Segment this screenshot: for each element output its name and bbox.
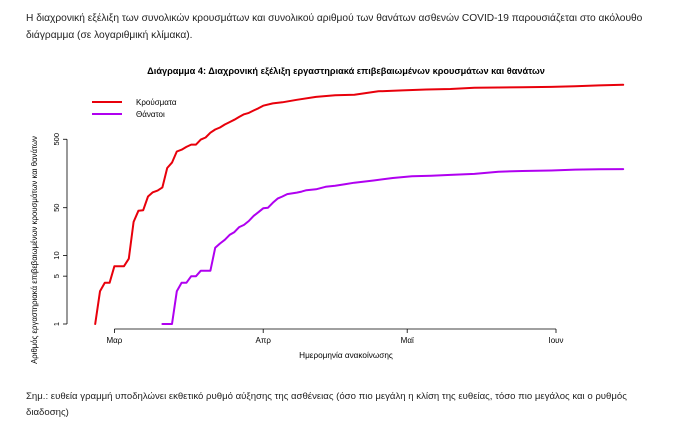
chart-axes: Μαρ Απρ Μαϊ Ιουν 1 5 10 50 500 — [52, 133, 564, 345]
y-tick-label: 5 — [52, 274, 61, 278]
x-tick-label: Ιουν — [548, 336, 563, 345]
y-axis-label: Αριθμός εργαστηριακά επιβεβαιωμένων κρου… — [30, 136, 39, 364]
y-tick-label: 50 — [52, 204, 61, 212]
x-axis-label: Ημερομηνία ανακοίνωσης — [299, 351, 393, 360]
legend-label-deaths: Θάνατοι — [136, 110, 165, 119]
series-line-deaths — [161, 168, 625, 325]
x-tick-label: Μαϊ — [401, 336, 414, 345]
cases-deaths-chart: Διάγραμμα 4: Διαχρονική εξέλιξη εργαστηρ… — [30, 66, 625, 364]
legend-label-cases: Κρούσματα — [136, 98, 177, 107]
x-tick-label: Απρ — [255, 336, 271, 345]
x-tick-label: Μαρ — [106, 336, 122, 345]
intro-paragraph: Η διαχρονική εξέλιξη των συνολικών κρουσ… — [26, 13, 643, 41]
chart-legend: Κρούσματα Θάνατοι — [92, 98, 177, 119]
y-tick-label: 1 — [52, 322, 61, 326]
y-tick-label: 10 — [52, 251, 61, 259]
chart-title: Διάγραμμα 4: Διαχρονική εξέλιξη εργαστηρ… — [147, 66, 545, 76]
footnote: Σημ.: ευθεία γραμμή υποδηλώνει εκθετικό … — [26, 391, 627, 418]
series-line-cases — [94, 83, 625, 325]
y-tick-label: 500 — [52, 133, 61, 146]
chart-lines — [94, 83, 625, 325]
